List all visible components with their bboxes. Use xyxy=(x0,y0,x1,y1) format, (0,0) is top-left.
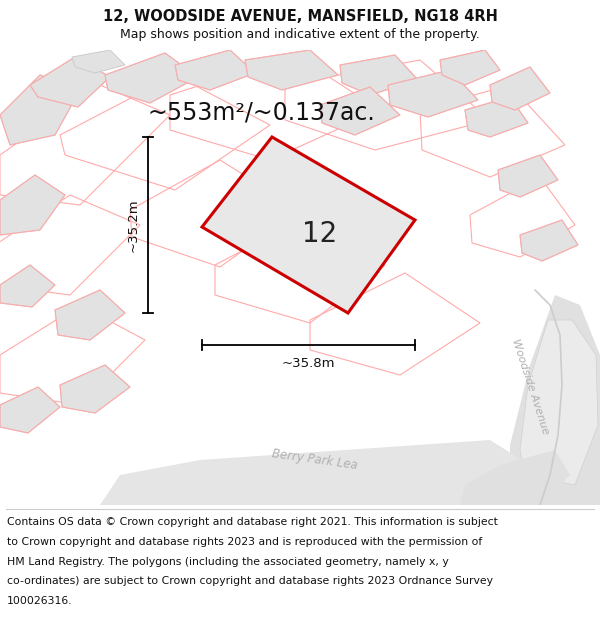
Polygon shape xyxy=(490,67,550,110)
Polygon shape xyxy=(340,55,418,95)
Polygon shape xyxy=(0,75,80,145)
Polygon shape xyxy=(510,295,600,505)
Polygon shape xyxy=(0,175,65,235)
Text: ~35.8m: ~35.8m xyxy=(282,357,335,370)
Text: 12, WOODSIDE AVENUE, MANSFIELD, NG18 4RH: 12, WOODSIDE AVENUE, MANSFIELD, NG18 4RH xyxy=(103,9,497,24)
Polygon shape xyxy=(465,97,528,137)
Text: Woodside Avenue: Woodside Avenue xyxy=(510,338,550,436)
Polygon shape xyxy=(175,50,255,90)
Text: 100026316.: 100026316. xyxy=(7,596,73,606)
Polygon shape xyxy=(520,220,578,261)
Text: co-ordinates) are subject to Crown copyright and database rights 2023 Ordnance S: co-ordinates) are subject to Crown copyr… xyxy=(7,576,493,586)
Text: to Crown copyright and database rights 2023 and is reproduced with the permissio: to Crown copyright and database rights 2… xyxy=(7,537,482,547)
Polygon shape xyxy=(202,137,415,313)
Text: Berry Park Lea: Berry Park Lea xyxy=(271,448,359,472)
Text: ~553m²/~0.137ac.: ~553m²/~0.137ac. xyxy=(148,100,376,124)
Polygon shape xyxy=(440,50,500,85)
Text: ~35.2m: ~35.2m xyxy=(127,198,140,252)
Polygon shape xyxy=(320,87,400,135)
Polygon shape xyxy=(460,450,570,505)
Text: 12: 12 xyxy=(302,220,337,248)
Polygon shape xyxy=(72,50,125,73)
Text: Contains OS data © Crown copyright and database right 2021. This information is : Contains OS data © Crown copyright and d… xyxy=(7,517,498,527)
Polygon shape xyxy=(105,53,198,103)
Polygon shape xyxy=(30,57,110,107)
Polygon shape xyxy=(498,155,558,197)
Polygon shape xyxy=(55,290,125,340)
Polygon shape xyxy=(0,265,55,307)
Polygon shape xyxy=(60,365,130,413)
Polygon shape xyxy=(520,320,598,485)
Polygon shape xyxy=(100,440,530,505)
Text: Map shows position and indicative extent of the property.: Map shows position and indicative extent… xyxy=(120,28,480,41)
Text: HM Land Registry. The polygons (including the associated geometry, namely x, y: HM Land Registry. The polygons (includin… xyxy=(7,557,449,567)
Polygon shape xyxy=(388,70,478,117)
Polygon shape xyxy=(245,50,338,90)
Polygon shape xyxy=(0,387,60,433)
